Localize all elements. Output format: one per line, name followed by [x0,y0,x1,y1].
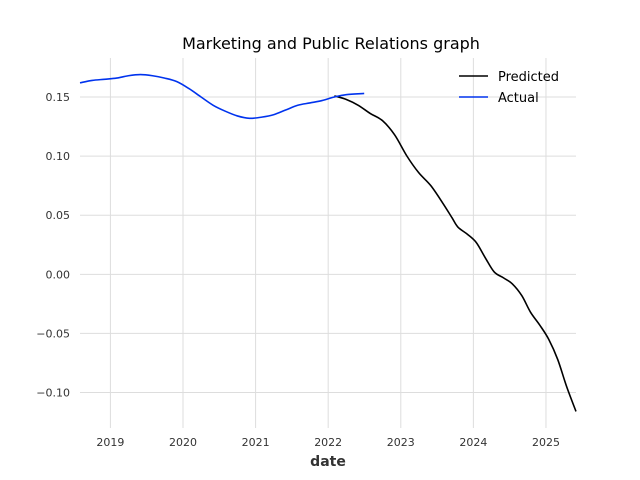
y-tick-label: 0.15 [46,91,71,104]
x-tick-label: 2024 [459,436,487,449]
series-line-actual [79,73,365,120]
legend-label-actual: Actual [498,91,539,106]
x-tick-label: 2023 [387,436,415,449]
x-tick-label: 2019 [96,436,124,449]
y-tick-label: 0.05 [46,209,71,222]
x-tick-label: 2020 [169,436,197,449]
x-tick-label: 2021 [242,436,270,449]
tick-layer: 2019 2020 2021 2022 2023 2024 2025 0.15 0.10 0.05… [36,91,560,449]
x-axis-label: date [310,454,346,470]
y-tick-label: −0.05 [36,327,70,340]
legend: Predicted Actual [459,70,559,106]
grid-layer [80,58,576,428]
legend-label-predicted: Predicted [498,70,559,85]
y-tick-label: 0.10 [46,150,71,163]
x-tick-label: 2022 [314,436,342,449]
y-tick-label: 0.00 [46,268,71,281]
chart-title: Marketing and Public Relations graph [182,34,480,53]
series-line-predicted [334,95,577,412]
series-layer [79,73,577,412]
x-tick-label: 2025 [532,436,560,449]
y-tick-label: −0.10 [36,387,70,400]
